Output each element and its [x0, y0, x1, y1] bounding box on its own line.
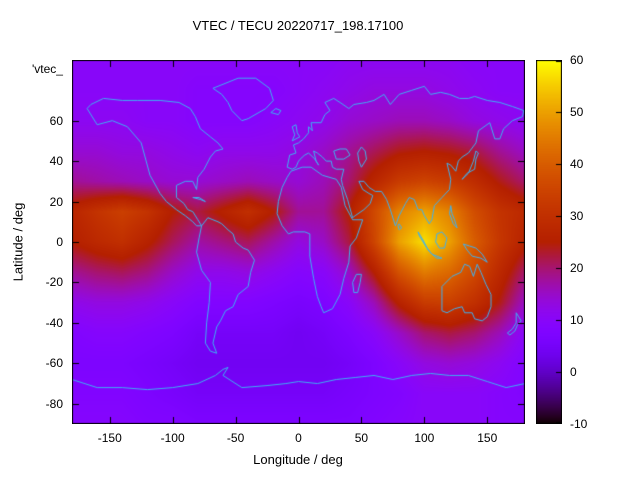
x-tick-label: -100	[160, 431, 185, 445]
x-tick-label: -150	[97, 431, 122, 445]
colorbar-tick-label: -10	[570, 417, 588, 431]
x-axis-label: Longitude / deg	[253, 452, 343, 467]
y-tick-label: 0	[56, 235, 63, 249]
colorbar-tick-label: 20	[570, 261, 584, 275]
x-tick-label: 50	[354, 431, 369, 445]
heatmap-canvas	[72, 60, 525, 424]
colorbar-tick-label: 0	[570, 365, 577, 379]
colorbar-tick-label: 40	[570, 157, 584, 171]
x-tick-label: -50	[226, 431, 245, 445]
colorbar-tick-label: 50	[570, 105, 584, 119]
chart-title: VTEC / TECU 20220717_198.17100	[192, 18, 404, 33]
x-tick-label: 100	[414, 431, 435, 445]
colorbar-tick-label: 10	[570, 313, 584, 327]
colorbar-tick-label: 30	[570, 209, 584, 223]
y-tick-label: 20	[49, 194, 63, 209]
y-tick-label: -40	[45, 315, 63, 330]
legend-label: 'vtec_	[32, 62, 63, 76]
y-tick-label: -80	[45, 396, 63, 411]
colorbar-canvas	[536, 60, 562, 424]
x-tick-label: 150	[477, 431, 498, 445]
y-tick-label: 60	[49, 113, 63, 128]
colorbar-tick-label: 60	[570, 53, 584, 67]
y-tick-label: -20	[45, 275, 63, 290]
x-tick-label: 0	[295, 431, 302, 445]
y-tick-label: 40	[49, 154, 63, 169]
y-tick-label: -60	[45, 356, 63, 371]
